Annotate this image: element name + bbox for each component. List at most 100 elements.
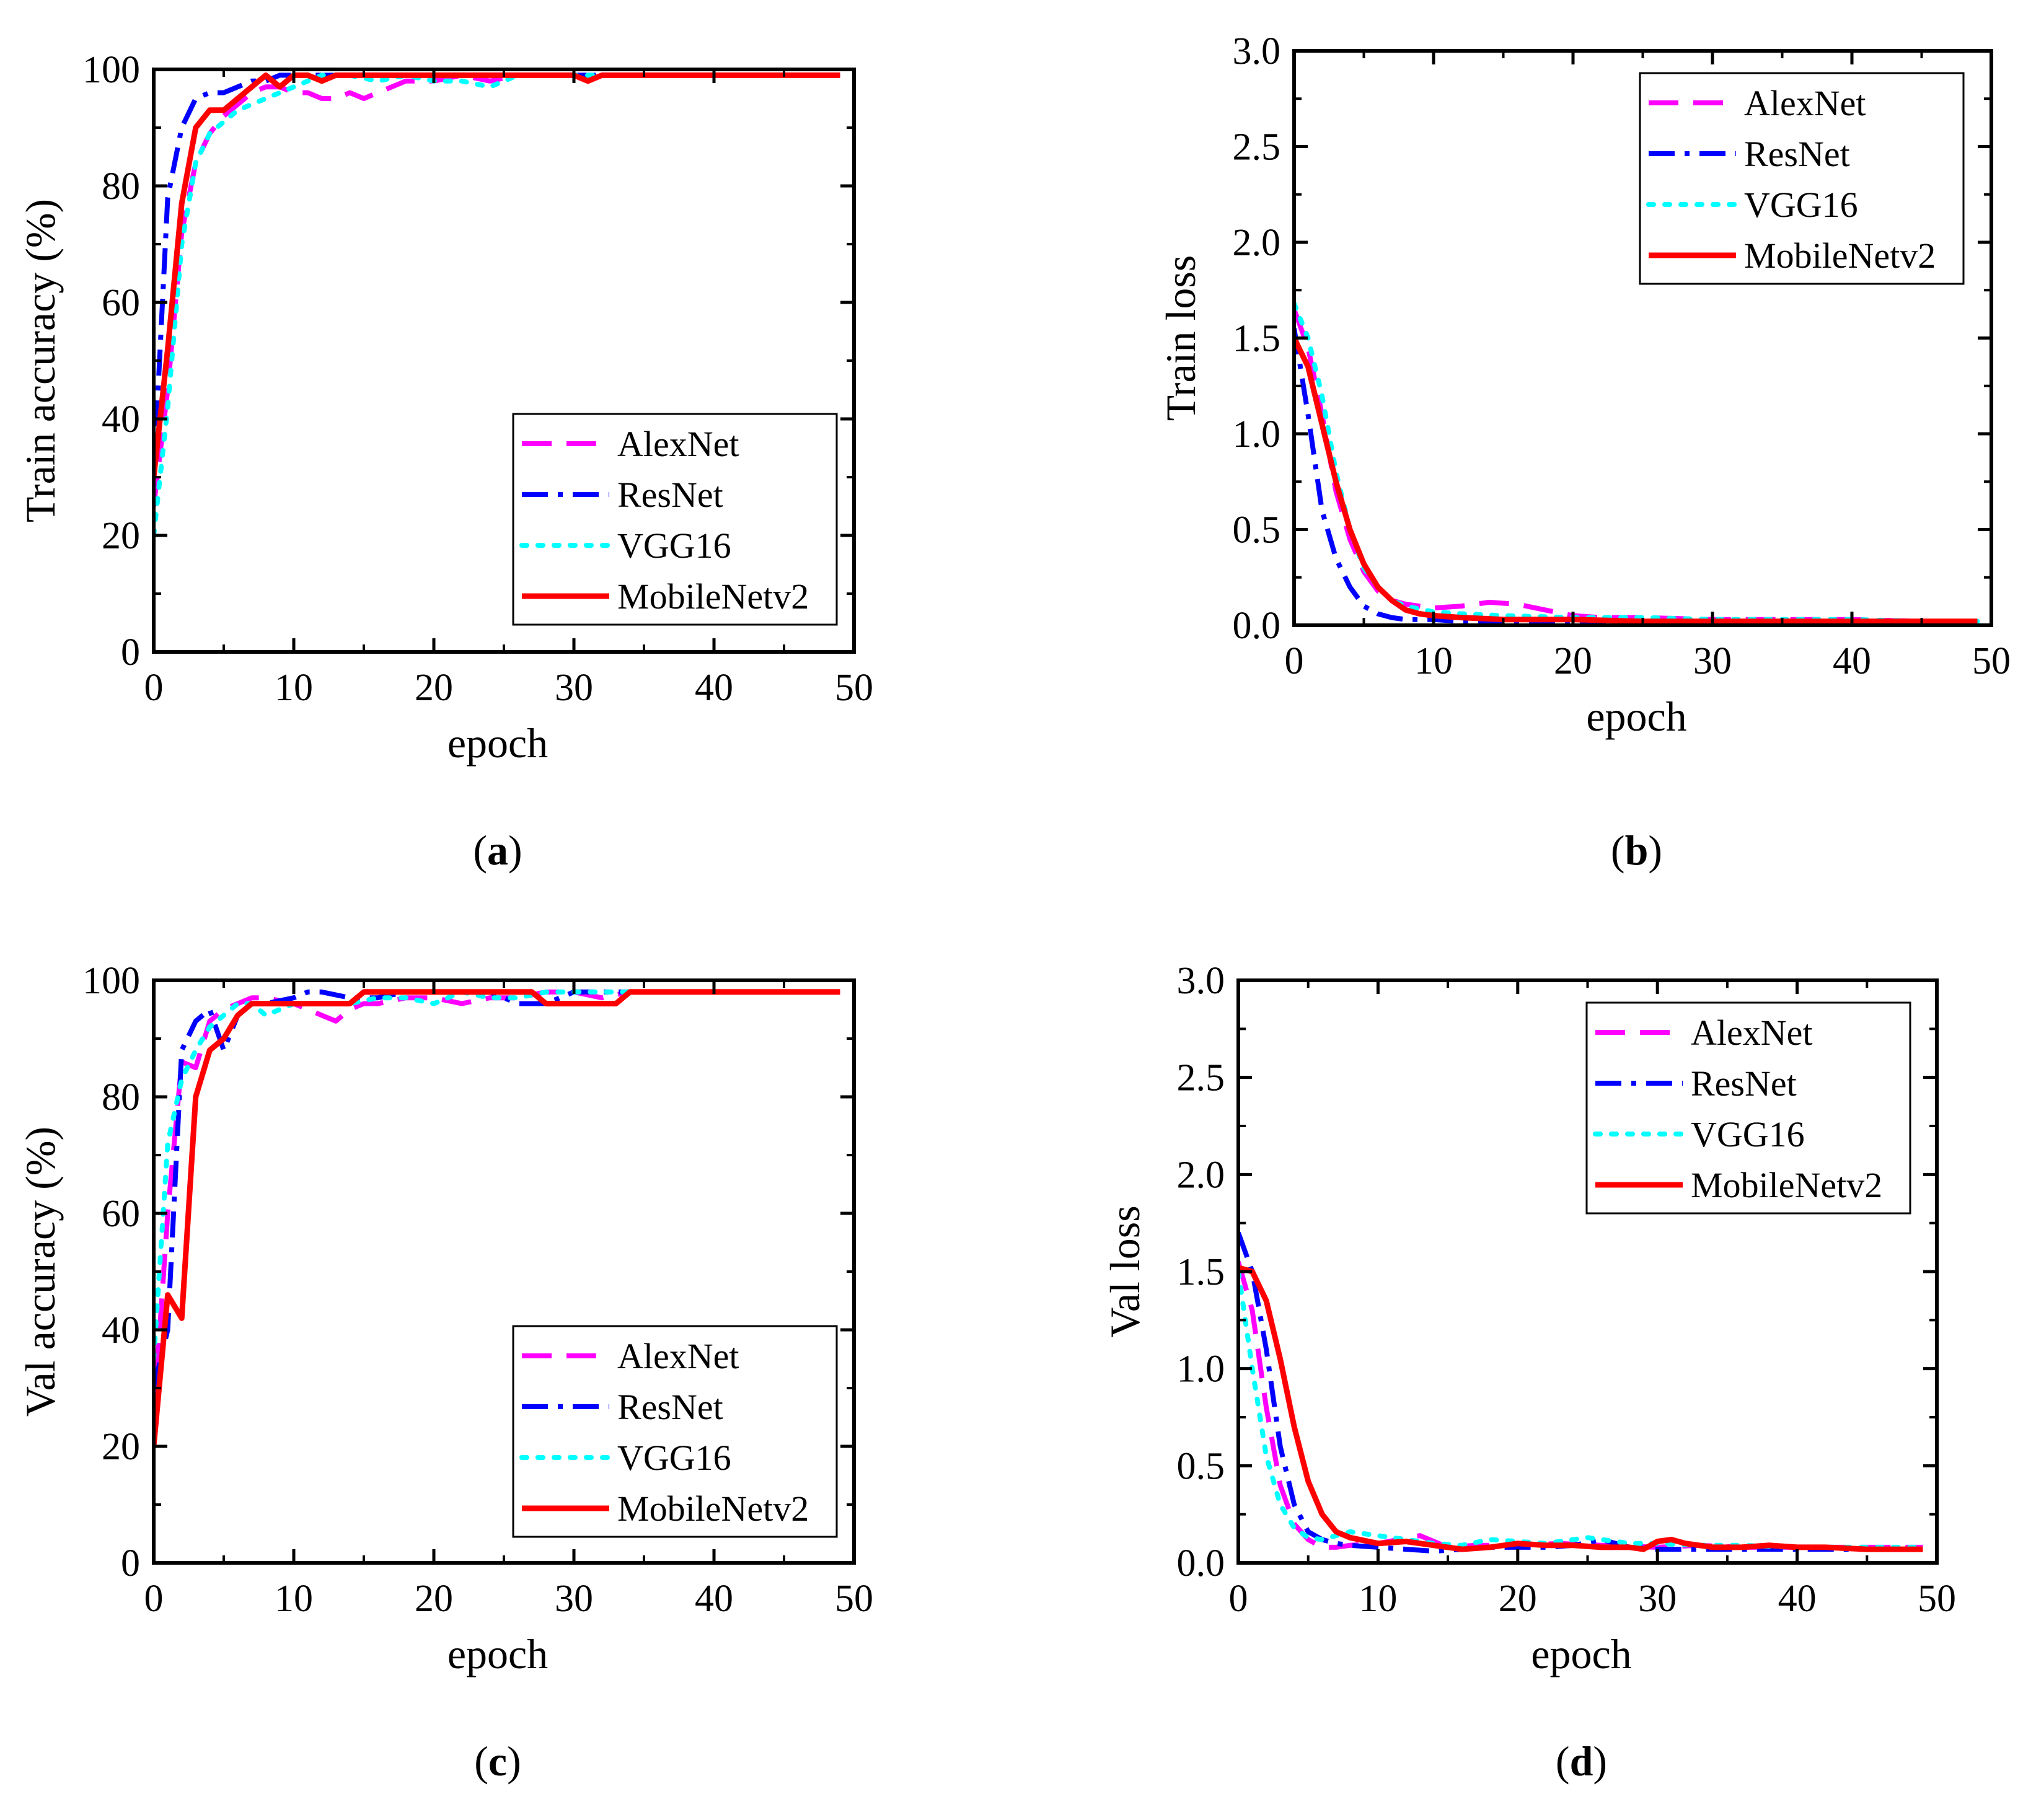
legend-label-alexnet: AlexNet: [1691, 1013, 1813, 1053]
y-axis-title: Train loss: [1157, 255, 1204, 421]
y-axis-title: Val loss: [1101, 1205, 1148, 1337]
series-line-mobilenetv2: [1294, 336, 1978, 625]
y-tick-label: 80: [102, 1076, 140, 1119]
x-tick-label: 20: [415, 667, 453, 709]
x-tick-label: 50: [835, 1578, 873, 1620]
legend-box: [1585, 1001, 1911, 1215]
y-tick-label: 0: [121, 631, 140, 674]
x-tick-label: 30: [555, 667, 593, 709]
x-tick-label: 20: [415, 1578, 453, 1620]
chart-panel-c: 0 10 20 30 40 50 0 20 40 60 80 100 epoch Val accuracy…: [17, 960, 873, 1785]
chart-panel-a: 0 10 20 30 40 50 0 20 40 60 80 100 epoch Train accura…: [17, 49, 873, 874]
legend-label-alexnet: AlexNet: [617, 424, 739, 464]
y-tick-label: 60: [102, 1193, 140, 1235]
series-line-mobilenetv2: [1238, 1265, 1923, 1552]
x-tick-label: 40: [1778, 1578, 1817, 1620]
series-line-vgg16: [154, 989, 843, 1361]
series-group: [154, 989, 843, 1447]
y-tick-label: 3.0: [1177, 960, 1225, 1002]
panel-caption: (a): [473, 827, 522, 874]
legend-label-mobilenetv2: MobileNetv2: [1744, 235, 1936, 276]
chart-panel-d: 0 10 20 30 40 50 0.0 0.5 1.0 1.5 2.0 2.5 3.0 epoch Val…: [1101, 960, 1956, 1785]
x-tick-label: 10: [1414, 640, 1453, 682]
y-tick-label: 20: [102, 1426, 140, 1468]
x-tick-label: 0: [1229, 1578, 1248, 1620]
legend: AlexNet ResNet VGG16 MobileNetv2: [1585, 1001, 1911, 1215]
legend-label-vgg16: VGG16: [617, 525, 731, 566]
y-tick-label: 0.0: [1177, 1542, 1225, 1585]
panel-caption: (b): [1611, 827, 1662, 874]
x-tick-label: 20: [1554, 640, 1592, 682]
legend-label-mobilenetv2: MobileNetv2: [617, 1488, 809, 1529]
legend-label-resnet: ResNet: [617, 475, 723, 515]
y-tick-label: 2.5: [1233, 126, 1281, 169]
x-tick-label: 0: [144, 667, 164, 709]
legend-label-alexnet: AlexNet: [1744, 83, 1866, 123]
series-line-mobilenetv2: [154, 72, 840, 478]
y-tick-label: 0.0: [1233, 605, 1281, 647]
y-tick-label: 3.0: [1233, 30, 1281, 73]
legend: AlexNet ResNet VGG16 MobileNetv2: [1639, 72, 1965, 285]
y-tick-label: 1.0: [1177, 1348, 1225, 1391]
series-group: [1238, 1231, 1926, 1554]
legend-label-vgg16: VGG16: [617, 1438, 731, 1478]
legend-box: [1639, 72, 1965, 285]
x-tick-label: 40: [695, 1578, 733, 1620]
x-tick-label: 50: [835, 667, 873, 709]
x-tick-label: 10: [1359, 1578, 1397, 1620]
x-tick-label: 0: [144, 1578, 164, 1620]
y-tick-label: 2.0: [1233, 222, 1281, 264]
x-tick-label: 10: [275, 667, 313, 709]
x-tick-label: 30: [555, 1578, 593, 1620]
panel-caption: (c): [474, 1738, 521, 1785]
x-tick-label: 40: [695, 667, 733, 709]
x-tick-label: 30: [1693, 640, 1732, 682]
y-tick-label: 1.0: [1233, 413, 1281, 455]
y-tick-label: 2.0: [1177, 1154, 1225, 1196]
legend: AlexNet ResNet VGG16 MobileNetv2: [512, 413, 838, 626]
legend-label-mobilenetv2: MobileNetv2: [1691, 1165, 1882, 1205]
legend: AlexNet ResNet VGG16 MobileNetv2: [512, 1325, 838, 1538]
x-tick-label: 20: [1499, 1578, 1537, 1620]
panel-caption-letter: c: [488, 1738, 507, 1785]
x-tick-label: 30: [1638, 1578, 1677, 1620]
y-axis-title: Val accuracy (%): [17, 1127, 64, 1417]
x-axis-title: epoch: [1586, 693, 1686, 740]
series-line-resnet: [154, 73, 840, 478]
chart-panel-b: 0 10 20 30 40 50 0.0 0.5 1.0 1.5 2.0 2.5 3.0 epoch Tra…: [1157, 30, 2011, 874]
y-tick-label: 40: [102, 398, 140, 441]
y-tick-label: 2.5: [1177, 1057, 1225, 1099]
y-tick-label: 80: [102, 165, 140, 208]
panel-caption-letter: a: [487, 827, 508, 874]
x-axis-title: epoch: [447, 1630, 548, 1677]
legend-label-resnet: ResNet: [1691, 1063, 1797, 1104]
y-tick-label: 40: [102, 1309, 140, 1352]
legend-label-alexnet: AlexNet: [617, 1336, 739, 1376]
y-tick-label: 0.5: [1233, 509, 1281, 552]
legend-label-mobilenetv2: MobileNetv2: [617, 576, 809, 617]
y-tick-label: 20: [102, 515, 140, 557]
x-tick-label: 50: [1972, 640, 2011, 682]
legend-box: [512, 413, 838, 626]
x-tick-label: 10: [275, 1578, 313, 1620]
series-line-alexnet: [154, 73, 840, 507]
x-tick-label: 40: [1833, 640, 1871, 682]
series-line-alexnet: [154, 989, 840, 1418]
x-tick-label: 50: [1918, 1578, 1956, 1620]
legend-label-resnet: ResNet: [617, 1387, 723, 1427]
legend-label-vgg16: VGG16: [1744, 185, 1858, 225]
y-tick-label: 1.5: [1233, 318, 1281, 360]
panel-caption: (d): [1556, 1738, 1607, 1785]
legend-box: [512, 1325, 838, 1538]
y-axis-title: Train accuracy (%): [17, 199, 64, 522]
y-tick-label: 0.5: [1177, 1445, 1225, 1487]
panel-caption-letter: b: [1625, 827, 1649, 874]
y-tick-label: 100: [82, 49, 140, 91]
y-tick-label: 100: [82, 960, 140, 1002]
legend-label-resnet: ResNet: [1744, 134, 1850, 174]
y-tick-label: 0: [121, 1542, 140, 1585]
x-tick-label: 0: [1285, 640, 1304, 682]
x-axis-title: epoch: [1531, 1630, 1631, 1677]
